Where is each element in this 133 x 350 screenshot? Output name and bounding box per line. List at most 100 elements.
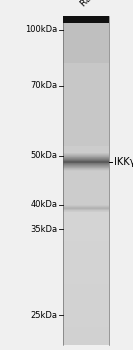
Bar (63, 164, 109, 165)
Bar (63, 95, 109, 96)
Bar (63, 223, 109, 225)
Bar (63, 146, 109, 147)
Bar (63, 174, 109, 175)
Bar (63, 215, 109, 216)
Bar (63, 150, 109, 152)
Bar (63, 305, 109, 307)
Bar (63, 73, 109, 75)
Bar (63, 85, 109, 86)
Bar (63, 203, 109, 205)
Bar (63, 254, 109, 256)
Bar (63, 82, 109, 83)
Bar (63, 259, 109, 261)
Bar (63, 282, 109, 284)
Bar (63, 18, 109, 19)
Bar (63, 68, 109, 70)
Bar (63, 159, 109, 160)
Bar (63, 147, 109, 149)
Bar (63, 297, 109, 299)
Bar (63, 281, 109, 282)
Text: Rat brain: Rat brain (79, 0, 115, 9)
Bar (63, 246, 109, 248)
Bar (63, 27, 109, 29)
Bar (63, 49, 109, 50)
Bar (63, 40, 109, 42)
Bar (63, 163, 109, 164)
Bar (63, 29, 109, 30)
Bar (63, 170, 109, 172)
Bar (63, 169, 109, 170)
Bar (63, 39, 109, 41)
Bar (63, 220, 109, 222)
Bar (63, 160, 109, 161)
Text: 100kDa: 100kDa (25, 25, 57, 34)
Bar (63, 93, 109, 95)
Bar (63, 180, 109, 182)
Bar (63, 234, 109, 236)
Bar (63, 317, 109, 318)
Bar (63, 26, 109, 27)
Bar (63, 185, 109, 187)
Text: 35kDa: 35kDa (30, 225, 57, 234)
Bar (63, 114, 109, 116)
Bar (63, 98, 109, 100)
Bar (63, 239, 109, 241)
Bar (63, 314, 109, 315)
Bar (63, 213, 109, 215)
Bar (63, 188, 109, 190)
Bar (63, 63, 109, 65)
Bar (63, 52, 109, 54)
Bar (63, 187, 109, 189)
Bar (63, 231, 109, 233)
Bar (63, 158, 109, 159)
Bar (63, 88, 109, 90)
Bar (63, 65, 109, 67)
Bar (63, 274, 109, 276)
Bar (63, 156, 109, 157)
Bar (63, 208, 109, 210)
Bar (63, 244, 109, 246)
Bar (63, 210, 109, 211)
Bar (63, 149, 109, 150)
Bar (63, 318, 109, 320)
Bar (63, 241, 109, 243)
Bar (63, 142, 109, 144)
Bar (63, 91, 109, 93)
Bar (63, 168, 109, 169)
Bar (63, 264, 109, 266)
Bar (63, 154, 109, 155)
Bar (63, 42, 109, 44)
Bar (63, 248, 109, 249)
Bar (63, 67, 109, 68)
Bar (63, 300, 109, 302)
Bar (63, 121, 109, 123)
Bar (63, 16, 109, 23)
Bar (63, 327, 109, 328)
Bar (63, 77, 109, 78)
Bar (63, 116, 109, 118)
Bar (63, 309, 109, 310)
Bar (63, 325, 109, 327)
Bar (63, 161, 109, 162)
Bar (63, 80, 109, 82)
Bar (63, 320, 109, 322)
Bar (63, 152, 109, 154)
Bar (63, 83, 109, 85)
Bar (63, 37, 109, 39)
Bar (63, 129, 109, 131)
Bar (63, 328, 109, 330)
Bar (63, 50, 109, 52)
Bar (63, 54, 109, 55)
Bar (63, 261, 109, 262)
Bar (63, 228, 109, 230)
Bar (63, 302, 109, 303)
Bar (63, 303, 109, 305)
Bar (63, 60, 109, 62)
Bar (63, 272, 109, 274)
Bar (63, 24, 109, 26)
Bar (63, 70, 109, 72)
Bar (63, 108, 109, 110)
Bar (63, 267, 109, 269)
Bar (63, 249, 109, 251)
Bar (63, 134, 109, 136)
